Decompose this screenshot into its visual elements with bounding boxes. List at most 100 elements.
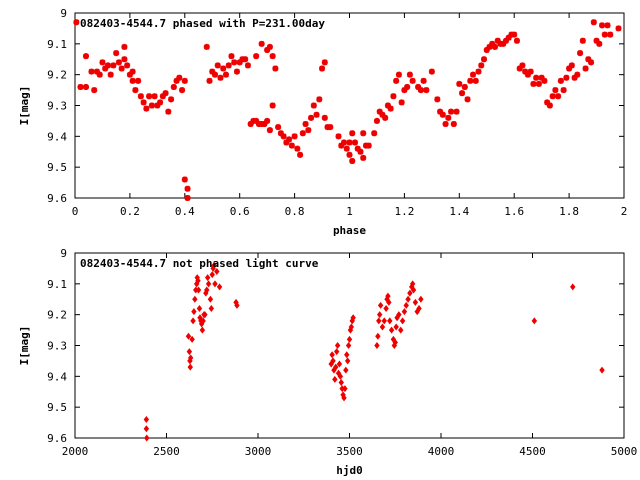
chart-0-xtick-label: 0.8 [285,205,305,218]
chart-0-ytick-label: 9.3 [47,100,67,113]
chart-0-xtick-label: 0.2 [120,205,140,218]
chart-1-data-point [599,366,605,374]
chart-1-data-point [234,301,240,309]
chart-1-data-point [333,363,339,371]
chart-0-data-point [472,77,479,84]
chart-1-data-point [332,375,338,383]
chart-0-data-point [102,65,109,72]
chart-0-data-point [280,133,287,140]
chart-0-data-point [483,47,490,53]
chart-0-data-point [557,77,564,84]
chart-0-data-point [299,130,306,137]
chart-1-data-point [214,267,220,276]
chart-0-data-point [179,87,186,94]
chart-1-data-point [403,301,409,309]
chart-1-data-point [410,286,417,294]
chart-0-data-point [148,102,155,109]
chart-0-data-point [357,148,364,155]
chart-0-data-point [82,84,89,90]
chart-0-data-point [321,114,328,121]
chart-0-data-point [349,130,356,137]
chart-0-data-point [417,87,424,94]
chart-0-data-point [118,65,125,72]
unphased-light-curve-plot: 2000 2500 3000 3500 4000 4500 5000 9 9.1 9.2 9.3 9.… [18,247,637,477]
chart-0-data-point [360,130,367,137]
chart-0-data-point [456,80,463,87]
chart-1-ytick-label: 9.5 [47,401,67,414]
chart-0-data-point [121,43,128,50]
chart-0-data-point [88,68,95,75]
chart-1-data-point [209,271,215,279]
chart-1-data-point [381,317,387,325]
chart-0-data-point [406,71,413,78]
chart-1-ytick-label: 9.4 [47,370,67,383]
chart-0-data-point [423,87,430,94]
chart-0-data-point [533,74,540,81]
chart-0-data-point [395,71,402,78]
chart-0-data-point [231,59,238,66]
chart-0-data-point [615,25,622,32]
chart-0-ylabel: I[mag] [18,86,31,126]
chart-0-data-point [283,139,290,146]
chart-0-data-point [346,151,353,158]
chart-0-data-point [146,93,153,100]
chart-0-data-point [126,71,133,78]
chart-0-data-point [244,62,251,69]
chart-0-data-point [294,145,301,152]
chart-0-ytick-label: 9.4 [47,130,67,143]
chart-1-ylabel: I[mag] [18,326,31,366]
chart-1-data-point [186,348,193,356]
chart-1-data-point [187,363,193,371]
chart-1-ytick-label: 9.1 [47,278,67,291]
chart-0-data-point [93,68,100,75]
chart-0-data-point [132,87,139,94]
chart-0-data-point [461,84,468,90]
chart-1-ytick-label: 9.3 [47,340,67,353]
chart-1-data-point [187,354,194,362]
chart-0-data-point [173,77,180,84]
chart-0-data-point [316,96,323,103]
chart-0-data-point [349,158,356,164]
chart-0-ytick-label: 9.6 [47,192,67,205]
chart-0-data-point [500,40,507,47]
chart-0-data-point [560,87,567,94]
chart-0-data-point [475,68,482,75]
chart-1-data-point [192,295,198,303]
chart-0-data-point [77,84,84,90]
chart-0-data-point [404,84,411,90]
chart-0-data-point [269,102,276,109]
chart-1-data-point [412,298,419,306]
chart-1-data-point [211,261,217,269]
chart-0-xtick-label: 1.8 [559,205,579,218]
chart-0-data-point [467,77,474,84]
chart-0-data-point [434,96,441,103]
chart-0-data-point [222,71,229,78]
chart-0-data-point [170,84,177,90]
chart-0-data-point [464,96,471,103]
chart-0-data-point [264,117,271,124]
chart-1-data-point [216,283,223,291]
chart-0-data-point [428,68,435,75]
chart-0-data-point [157,99,164,106]
chart-0-data-point [261,121,268,127]
chart-0-ytick-label: 9.5 [47,161,67,174]
chart-0-data-point [110,62,117,69]
chart-0-data-point [73,19,80,26]
chart-0-data-point [203,43,210,50]
chart-0-xtick-label: 2 [621,205,628,218]
chart-0-data-point [445,114,452,121]
chart-1-data-point [200,317,206,325]
chart-0-data-point [266,43,273,50]
chart-1-data-point [392,338,398,346]
chart-0-data-point [338,142,345,149]
chart-1-data-point [341,394,347,402]
chart-1-data-point [374,341,380,350]
chart-0-data-point [184,185,191,192]
chart-0-data-point [107,71,114,78]
chart-0-data-point [253,53,260,60]
chart-0-xtick-label: 0 [72,205,79,218]
chart-0-data-point [596,40,603,47]
chart-0-data-point [541,77,548,84]
chart-0-data-point [459,90,466,97]
chart-0-xlabel: phase [333,224,366,237]
